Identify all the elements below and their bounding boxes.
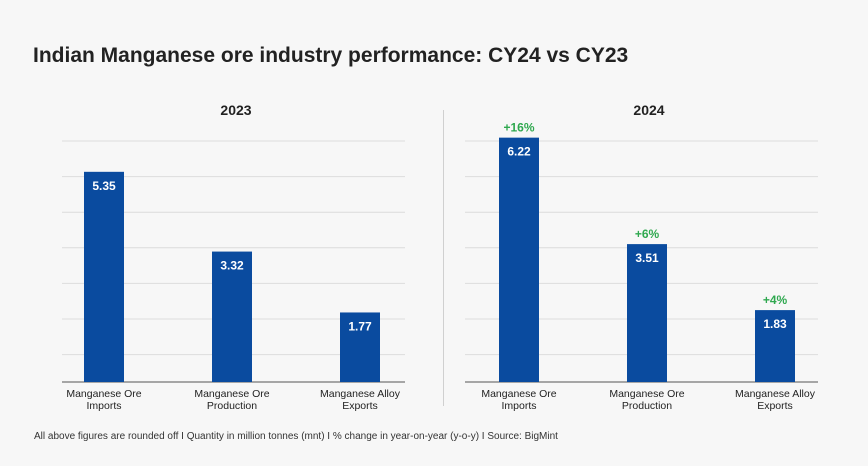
category-label: Manganese Ore Imports [481, 388, 556, 412]
data-label: 1.83 [763, 317, 787, 331]
data-label: 6.22 [507, 145, 531, 159]
data-label: 1.77 [348, 319, 372, 333]
category-label: Manganese Ore Production [194, 388, 269, 412]
data-label: 3.32 [220, 259, 244, 273]
footnote: All above figures are rounded off I Quan… [34, 431, 558, 442]
bar [755, 310, 795, 382]
data-label: 5.35 [92, 179, 116, 193]
category-label: Manganese Alloy Exports [320, 388, 401, 412]
bar [212, 251, 252, 382]
bar [627, 244, 667, 382]
panel-title: 2023 [220, 102, 251, 118]
chart-panel-2023: 2023 5.35 Manganese Ore Imports 3.32 Manganes… [62, 102, 405, 412]
bar [499, 137, 539, 382]
category-label: Manganese Ore Imports [66, 388, 141, 412]
panel-title: 2024 [633, 102, 664, 118]
category-label: Manganese Ore Production [609, 388, 684, 412]
category-label: Manganese Alloy Exports [735, 388, 816, 412]
chart-title: Indian Manganese ore industry performanc… [33, 44, 629, 67]
change-label: +16% [503, 121, 534, 135]
panel-divider [443, 110, 444, 406]
chart-panel-2024: 2024 6.22 +16% Manganese Ore Imports 3.51 +6% M… [465, 102, 818, 412]
data-label: 3.51 [635, 251, 659, 265]
change-label: +6% [635, 227, 660, 241]
bar [340, 312, 380, 382]
change-label: +4% [763, 293, 788, 307]
bar [84, 171, 124, 382]
